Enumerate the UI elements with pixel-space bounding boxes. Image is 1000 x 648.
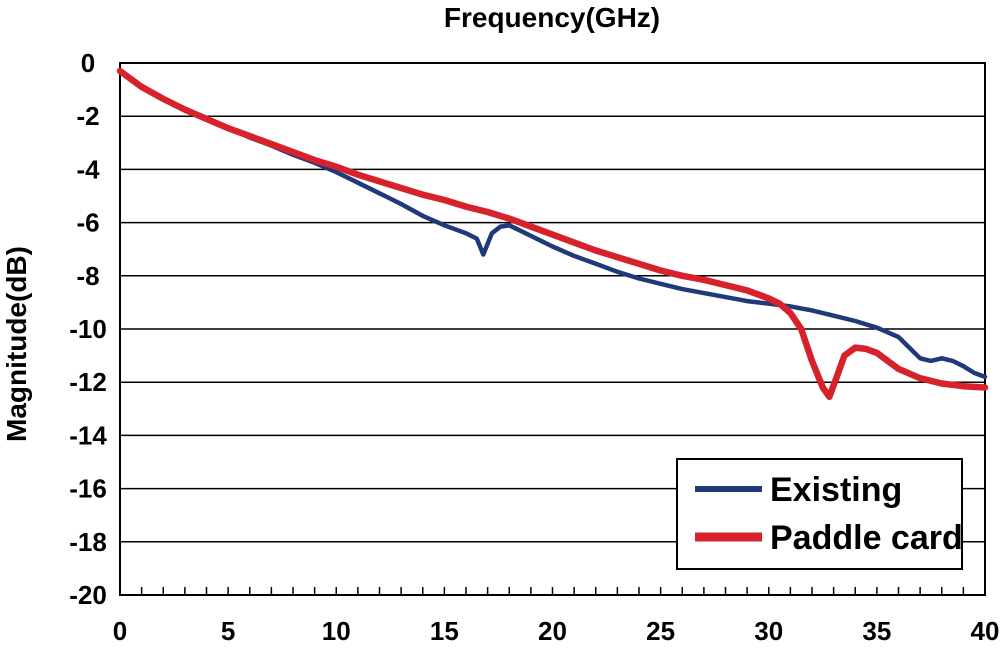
series-line-paddle-card bbox=[116, 67, 989, 401]
y-tick-label: -8 bbox=[76, 261, 99, 291]
series-lines bbox=[116, 67, 989, 401]
x-tick-label: 5 bbox=[221, 616, 235, 646]
y-tick-label: -16 bbox=[69, 474, 107, 504]
x-tick-label: 15 bbox=[430, 616, 459, 646]
y-tick-label: -2 bbox=[76, 101, 99, 131]
x-tick-label: 10 bbox=[322, 616, 351, 646]
x-minor-ticks bbox=[140, 587, 965, 595]
y-tick-label: -20 bbox=[69, 580, 107, 610]
x-tick-label: 25 bbox=[646, 616, 675, 646]
x-axis-title: Frequency(GHz) bbox=[444, 2, 660, 33]
x-tick-label: 30 bbox=[754, 616, 783, 646]
x-tick-label: 35 bbox=[862, 616, 891, 646]
y-tick-label: -4 bbox=[76, 154, 100, 184]
legend-box bbox=[676, 458, 963, 570]
x-tick-labels: 0 5 10 15 20 25 30 35 40 bbox=[113, 616, 1000, 646]
x-tick-label: 20 bbox=[538, 616, 567, 646]
legend-label-paddle-card: Paddle card bbox=[770, 519, 963, 557]
y-tick-label: -6 bbox=[76, 208, 99, 238]
y-axis-title: Magnitude(dB) bbox=[1, 246, 32, 442]
legend: Existing Paddle card bbox=[676, 458, 963, 570]
y-tick-label: -12 bbox=[69, 367, 107, 397]
x-tick-label: 0 bbox=[113, 616, 127, 646]
y-tick-label: 0 bbox=[81, 48, 95, 78]
y-tick-labels: 0 -2 -4 -6 -8 -10 -12 -14 -16 -18 -20 bbox=[69, 48, 107, 610]
x-tick-label: 40 bbox=[971, 616, 1000, 646]
y-tick-label: -18 bbox=[69, 527, 107, 557]
y-tick-label: -14 bbox=[69, 420, 107, 450]
legend-label-existing: Existing bbox=[770, 471, 902, 509]
y-tick-label: -10 bbox=[69, 314, 107, 344]
